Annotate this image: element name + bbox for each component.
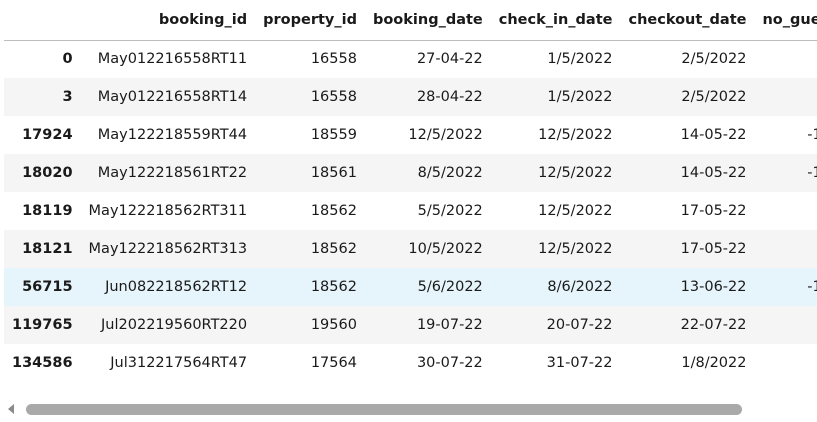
cell-no-guests: -4.0 [754, 230, 817, 268]
table-row-hovered: 56715 Jun082218562RT12 18562 5/6/2022 8/… [4, 268, 817, 306]
cell-check-in-date: 1/5/2022 [547, 89, 613, 105]
cell-check-in-date: 31-07-22 [546, 355, 613, 371]
cell-no-guests: -6.0 [754, 192, 817, 230]
header-row: booking_id property_id booking_date chec… [4, 0, 817, 41]
cell-checkout-date: 1/8/2022 [681, 355, 747, 371]
horizontal-scrollbar[interactable] [4, 400, 817, 420]
cell-checkout-date: 2/5/2022 [681, 51, 747, 68]
cell-checkout-date: 17-05-22 [680, 241, 747, 257]
cell-no-guests: -4.0 [754, 344, 817, 382]
cell-checkout-date: 13-06-22 [680, 279, 747, 295]
cell-property-id: 18562 [310, 203, 357, 219]
cell-property-id: 19560 [310, 317, 357, 333]
table-row: 18119 May122218562RT311 18562 5/5/2022 1… [4, 192, 817, 230]
cell-checkout-date: 14-05-22 [680, 165, 747, 181]
cell-no-guests: -1.0 [754, 306, 817, 344]
cell-booking-id: Jul312217564RT47 [110, 355, 248, 371]
cell-booking-date: 27-04-22 [416, 51, 483, 68]
column-header-booking-id: booking_id [80, 0, 256, 41]
cell-booking-date: 30-07-22 [416, 355, 483, 371]
table-row: 134586 Jul312217564RT47 17564 30-07-22 3… [4, 344, 817, 382]
cell-booking-date: 10/5/2022 [408, 241, 483, 257]
cell-check-in-date: 12/5/2022 [538, 127, 613, 143]
row-index: 119765 [12, 317, 73, 333]
cell-no-guests: -2.0 [754, 78, 817, 116]
cell-booking-date: 5/5/2022 [417, 203, 483, 219]
cell-booking-date: 12/5/2022 [408, 127, 483, 143]
scrollbar-thumb[interactable] [26, 404, 742, 415]
table-row: 18020 May122218561RT22 18561 8/5/2022 12… [4, 154, 817, 192]
column-header-check-in-date: check_in_date [490, 0, 621, 41]
cell-property-id: 18561 [310, 165, 357, 181]
dataframe-table: booking_id property_id booking_date chec… [4, 0, 817, 382]
cell-property-id: 18562 [310, 279, 357, 295]
cell-booking-id: Jun082218562RT12 [105, 279, 248, 295]
cell-booking-id: May122218561RT22 [97, 165, 248, 181]
cell-booking-id: May122218562RT313 [88, 241, 248, 257]
cell-booking-id: May122218559RT44 [97, 127, 248, 143]
cell-no-guests: -10.0 [807, 127, 817, 143]
cell-checkout-date: 2/5/2022 [681, 89, 747, 105]
cell-booking-date: 19-07-22 [416, 317, 483, 333]
row-index: 17924 [22, 127, 73, 143]
row-index: 18121 [22, 241, 73, 257]
column-header-booking-date: booking_date [364, 0, 491, 41]
cell-no-guests: -3.0 [754, 40, 817, 78]
cell-booking-date: 8/5/2022 [417, 165, 483, 181]
cell-check-in-date: 12/5/2022 [538, 203, 613, 219]
triangle-left-icon[interactable] [8, 404, 14, 414]
cell-check-in-date: 12/5/2022 [538, 165, 613, 181]
cell-booking-id: May012216558RT11 [97, 51, 248, 68]
cell-property-id: 16558 [310, 51, 357, 68]
table-row: 119765 Jul202219560RT220 19560 19-07-22 … [4, 306, 817, 344]
cell-check-in-date: 1/5/2022 [547, 51, 613, 68]
column-header-checkout-date: checkout_date [620, 0, 755, 41]
cell-booking-id: May012216558RT14 [97, 89, 248, 105]
cell-check-in-date: 8/6/2022 [547, 279, 613, 295]
cell-booking-date: 28-04-22 [416, 89, 483, 105]
column-header-property-id: property_id [255, 0, 365, 41]
table-row: 17924 May122218559RT44 18559 12/5/2022 1… [4, 116, 817, 154]
cell-booking-id: Jul202219560RT220 [101, 317, 248, 333]
cell-booking-id: May122218562RT311 [88, 203, 248, 219]
column-header-no-guests: no_guests [754, 0, 817, 41]
row-index: 56715 [22, 279, 73, 295]
table-row: 3 May012216558RT14 16558 28-04-22 1/5/20… [4, 78, 817, 116]
cell-no-guests: -12.0 [807, 165, 817, 181]
row-index: 3 [62, 89, 73, 105]
cell-property-id: 18559 [310, 127, 357, 143]
dataframe-output: booking_id property_id booking_date chec… [4, 0, 817, 400]
cell-checkout-date: 14-05-22 [680, 127, 747, 143]
cell-check-in-date: 20-07-22 [546, 317, 613, 333]
cell-no-guests: -17.0 [807, 279, 817, 295]
cell-property-id: 17564 [310, 355, 357, 371]
table-row: 0 May012216558RT11 16558 27-04-22 1/5/20… [4, 40, 817, 78]
cell-check-in-date: 12/5/2022 [538, 241, 613, 257]
cell-booking-date: 5/6/2022 [417, 279, 483, 295]
table-row: 18121 May122218562RT313 18562 10/5/2022 … [4, 230, 817, 268]
cell-checkout-date: 17-05-22 [680, 203, 747, 219]
row-index: 18020 [22, 165, 73, 181]
cell-property-id: 16558 [310, 89, 357, 105]
cell-checkout-date: 22-07-22 [680, 317, 747, 333]
index-header [4, 0, 81, 41]
row-index: 134586 [12, 355, 73, 371]
row-index: 18119 [22, 203, 73, 219]
row-index: 0 [62, 51, 73, 68]
cell-property-id: 18562 [310, 241, 357, 257]
